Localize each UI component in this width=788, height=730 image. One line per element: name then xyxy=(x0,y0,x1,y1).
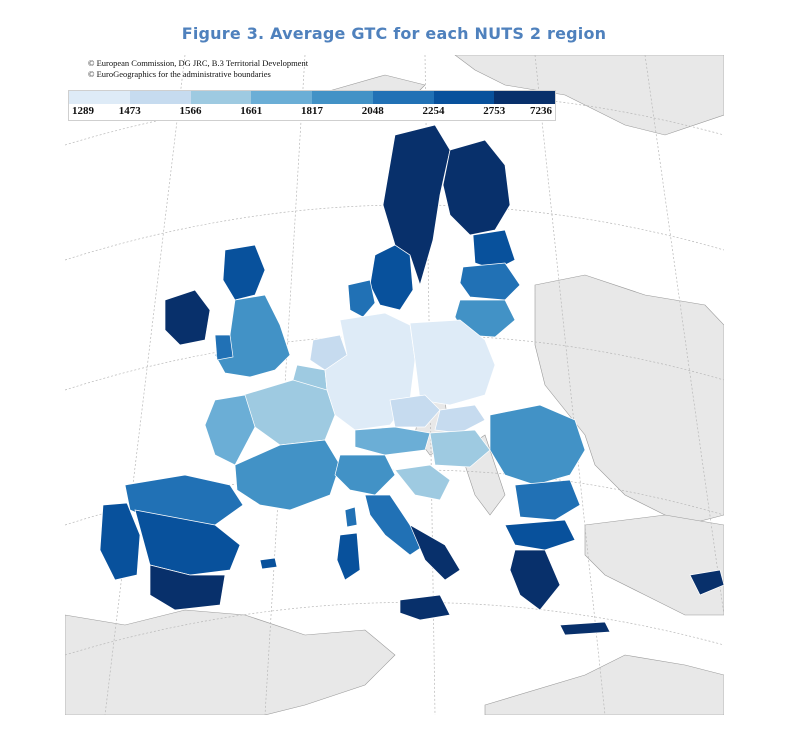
region-bulgaria xyxy=(514,479,581,521)
region-slovakia xyxy=(434,404,486,434)
region-italy-north xyxy=(334,454,396,496)
region-denmark xyxy=(347,279,376,318)
map-frame xyxy=(65,55,724,715)
region-france-north xyxy=(242,379,336,446)
legend-swatch xyxy=(69,91,130,104)
europe-map xyxy=(65,55,724,715)
region-italy-south xyxy=(409,524,461,581)
region-sweden xyxy=(382,124,451,287)
region-ireland xyxy=(164,289,211,346)
legend-break-label: 1817 xyxy=(301,105,323,117)
region-norway-south xyxy=(369,244,414,311)
region-sardinia xyxy=(336,532,361,581)
region-crete xyxy=(559,621,611,636)
region-sicily xyxy=(399,594,451,621)
region-cyprus xyxy=(689,569,724,596)
legend-break-label: 1661 xyxy=(240,105,263,117)
eu-regions xyxy=(99,124,724,636)
region-hungary xyxy=(429,429,491,468)
region-greece-south xyxy=(509,549,561,611)
region-balearics xyxy=(259,557,278,570)
legend-swatch xyxy=(129,91,191,104)
legend-color-bar xyxy=(69,91,555,104)
region-croatia xyxy=(394,464,451,501)
region-czechia xyxy=(389,394,441,428)
credit-line-2: © EuroGeographics for the administrative… xyxy=(88,69,271,79)
legend-swatch xyxy=(372,91,434,104)
legend-break-label: 7236 xyxy=(530,105,552,117)
region-france-south xyxy=(234,439,341,511)
region-wales xyxy=(214,334,234,361)
region-corsica xyxy=(344,506,358,528)
legend-break-label: 1289 xyxy=(72,105,94,117)
figure-title: Figure 3. Average GTC for each NUTS 2 re… xyxy=(181,24,607,43)
region-poland xyxy=(409,319,496,406)
map-legend: 1289 1473 1566 1661 1817 2048 2254 2753 7236 xyxy=(68,90,556,121)
legend-break-label: 2254 xyxy=(422,105,445,117)
legend-swatch xyxy=(494,91,555,104)
legend-break-label: 2753 xyxy=(483,105,506,117)
legend-break-label: 1473 xyxy=(118,105,141,117)
legend-swatch xyxy=(251,91,312,104)
region-portugal xyxy=(99,502,141,581)
credit-line-1: © European Commission, DG JRC, B.3 Terri… xyxy=(88,58,309,68)
region-italy-centre xyxy=(364,494,426,556)
region-france-west xyxy=(204,394,256,466)
region-greece-north xyxy=(504,519,576,551)
legend-swatch xyxy=(190,91,252,104)
legend-break-labels: 1289 1473 1566 1661 1817 2048 2254 2753 7236 xyxy=(69,105,555,119)
region-baltics-latvia xyxy=(459,262,521,301)
map-credits: © European Commission, DG JRC, B.3 Terri… xyxy=(88,58,308,80)
legend-swatch xyxy=(312,91,373,104)
region-finland xyxy=(442,139,511,236)
region-scotland xyxy=(222,244,266,301)
legend-swatch xyxy=(433,91,495,104)
legend-break-label: 1566 xyxy=(179,105,202,117)
region-andalusia xyxy=(149,564,226,611)
region-romania xyxy=(489,404,586,486)
region-austria xyxy=(354,426,431,456)
legend-break-label: 2048 xyxy=(361,105,384,117)
